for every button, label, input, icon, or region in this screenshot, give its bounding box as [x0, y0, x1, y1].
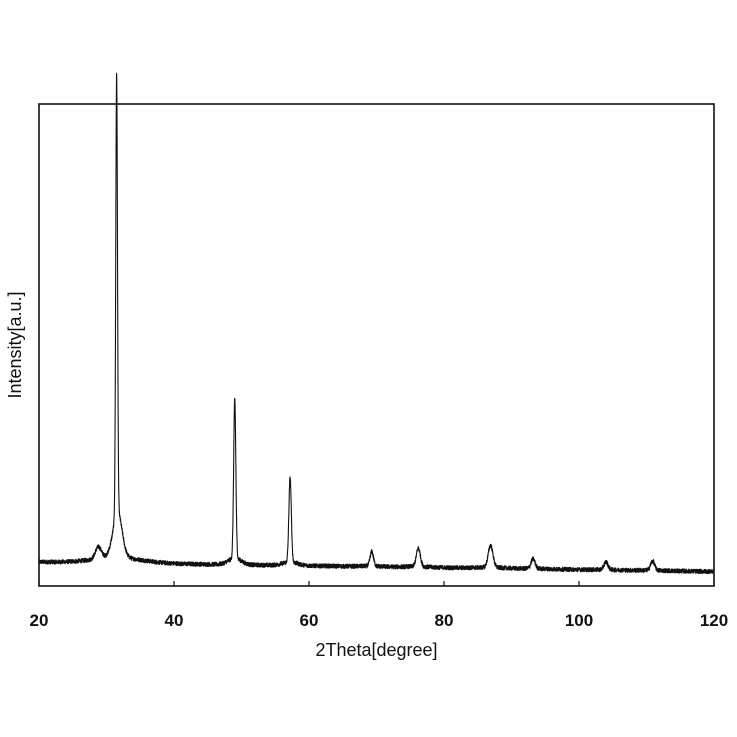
- x-axis-tick-labels: 20 40 60 80 100 120: [30, 611, 729, 630]
- plot-frame: [38, 103, 715, 587]
- x-tick-label: 120: [700, 611, 728, 630]
- x-axis-ticks: [38, 581, 715, 586]
- x-tick-label: 20: [30, 611, 49, 630]
- x-tick-label: 40: [165, 611, 184, 630]
- x-tick-label: 60: [300, 611, 319, 630]
- x-axis-title: 2Theta[degree]: [315, 640, 437, 660]
- y-axis-title: Intensity[a.u.]: [5, 291, 25, 398]
- x-tick-label: 80: [435, 611, 454, 630]
- x-tick-label: 100: [565, 611, 593, 630]
- series-line-intensity: [38, 72, 715, 575]
